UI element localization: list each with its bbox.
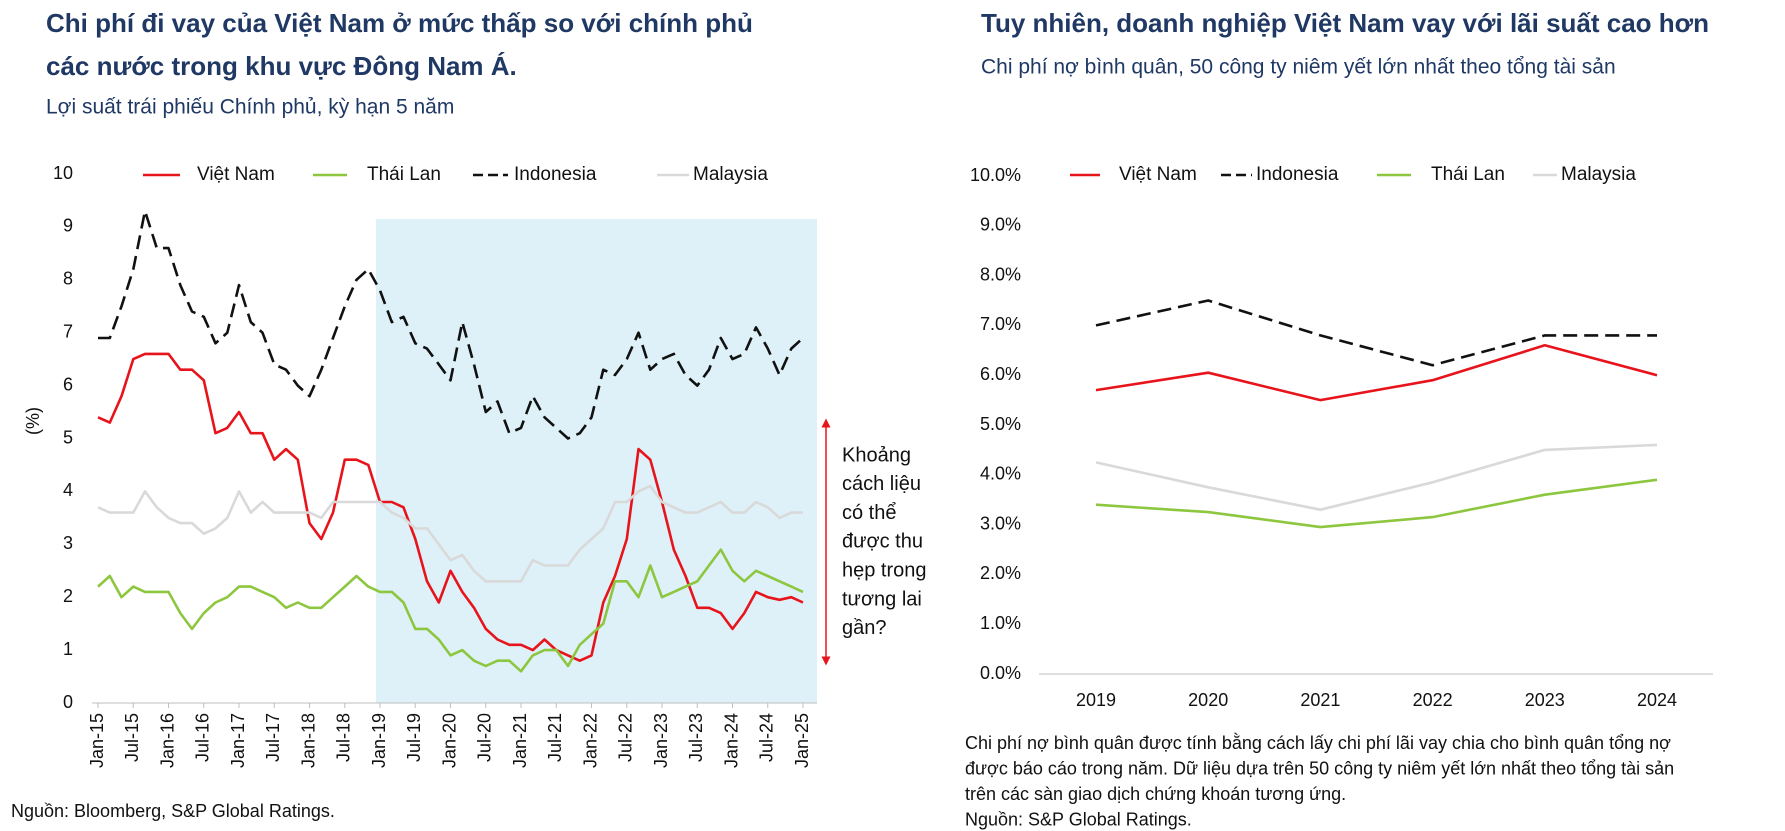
y-tick-label: 1 — [63, 639, 73, 659]
y-tick-label: 0.0% — [980, 663, 1021, 683]
x-tick-label: Jul-16 — [193, 713, 213, 762]
chart-title: Chi phí đi vay của Việt Nam ở mức thấp s… — [46, 8, 753, 38]
y-tick-label: 6.0% — [980, 364, 1021, 384]
footnote: Chi phí nợ bình quân được tính bằng cách… — [965, 732, 1671, 753]
x-tick-label: 2020 — [1188, 690, 1228, 710]
source-note: Nguồn: Bloomberg, S&P Global Ratings. — [11, 801, 335, 821]
y-tick-label: 3.0% — [980, 513, 1021, 533]
x-tick-label: Jan-15 — [87, 713, 107, 768]
y-tick-label: 6 — [63, 374, 73, 394]
chart-title: các nước trong khu vực Đông Nam Á. — [46, 51, 517, 81]
highlight-region — [376, 219, 817, 703]
annotation: Khoảng — [842, 444, 911, 466]
series-line — [1095, 299, 1657, 367]
y-tick-label: 10.0% — [970, 165, 1021, 185]
y-tick-label: 8 — [63, 269, 73, 289]
annotation: có thể — [842, 502, 896, 524]
y-tick-label: 9 — [63, 216, 73, 236]
y-tick-label: 10 — [53, 163, 73, 183]
chart-title: Tuy nhiên, doanh nghiệp Việt Nam vay với… — [981, 8, 1709, 38]
legend-label: Indonesia — [514, 164, 597, 185]
y-tick-label: 4 — [63, 480, 73, 500]
x-tick-label: Jan-21 — [510, 713, 530, 768]
series-line — [98, 209, 804, 440]
y-tick-label: 1.0% — [980, 613, 1021, 633]
y-tick-label: 9.0% — [980, 215, 1021, 235]
legend-label: Việt Nam — [1119, 164, 1197, 185]
x-tick-label: 2021 — [1300, 690, 1340, 710]
legend-label: Việt Nam — [197, 164, 275, 185]
annotation: hẹp trong — [842, 559, 927, 581]
x-tick-label: Jul-22 — [616, 713, 636, 762]
x-tick-label: Jul-24 — [757, 713, 777, 762]
y-tick-label: 5 — [63, 427, 73, 447]
x-tick-label: Jan-20 — [439, 713, 459, 768]
x-tick-label: Jul-17 — [263, 713, 283, 762]
x-tick-label: 2023 — [1525, 690, 1565, 710]
footnote: trên các sàn giao dịch chứng khoán tương… — [965, 784, 1346, 804]
x-tick-label: Jan-17 — [228, 713, 248, 768]
y-tick-label: 4.0% — [980, 464, 1021, 484]
series-line — [1095, 344, 1658, 402]
series-line — [97, 352, 804, 662]
y-tick-label: 8.0% — [980, 264, 1021, 284]
x-tick-label: Jan-19 — [369, 713, 389, 768]
x-tick-label: Jan-24 — [721, 713, 741, 768]
footnote: được báo cáo trong năm. Dữ liệu dựa trên… — [965, 758, 1674, 778]
x-tick-label: 2019 — [1076, 690, 1116, 710]
x-tick-label: Jul-19 — [404, 713, 424, 762]
x-tick-label: Jan-16 — [157, 713, 177, 768]
x-tick-label: Jul-15 — [122, 713, 142, 762]
legend-label: Indonesia — [1256, 164, 1339, 185]
x-tick-label: Jul-23 — [686, 713, 706, 762]
y-tick-label: 5.0% — [980, 414, 1021, 434]
y-axis-label: (%) — [23, 407, 43, 435]
x-tick-label: Jan-25 — [792, 713, 812, 768]
chart-subtitle: Chi phí nợ bình quân, 50 công ty niêm yế… — [981, 56, 1616, 79]
x-tick-label: Jul-21 — [545, 713, 565, 762]
y-tick-label: 2 — [63, 586, 73, 606]
legend-label: Malaysia — [1561, 164, 1636, 185]
annotation: tương lai — [842, 588, 922, 610]
x-tick-label: 2022 — [1413, 690, 1453, 710]
y-tick-label: 0 — [63, 692, 73, 712]
annotation: được thu — [842, 531, 923, 553]
x-tick-label: Jan-23 — [651, 713, 671, 768]
annotation: cách liệu — [842, 473, 921, 495]
legend-label: Thái Lan — [1431, 164, 1505, 185]
series-line — [97, 484, 803, 583]
series-line — [1095, 478, 1658, 529]
y-tick-label: 3 — [63, 533, 73, 553]
legend-label: Malaysia — [693, 164, 768, 185]
series-line — [1095, 443, 1658, 511]
y-tick-label: 7.0% — [980, 314, 1021, 334]
annotation: gần? — [842, 617, 887, 639]
y-tick-label: 2.0% — [980, 563, 1021, 583]
x-tick-label: Jul-18 — [334, 713, 354, 762]
x-tick-label: Jan-18 — [298, 713, 318, 768]
legend-label: Thái Lan — [367, 164, 441, 185]
y-tick-label: 7 — [63, 321, 73, 341]
footnote: Nguồn: S&P Global Ratings. — [965, 809, 1192, 829]
x-tick-label: Jan-22 — [580, 713, 600, 768]
chart-subtitle: Lợi suất trái phiếu Chính phủ, kỳ hạn 5 … — [46, 96, 454, 119]
x-tick-label: Jul-20 — [475, 713, 495, 762]
x-tick-label: 2024 — [1637, 690, 1677, 710]
series-line — [97, 548, 804, 673]
